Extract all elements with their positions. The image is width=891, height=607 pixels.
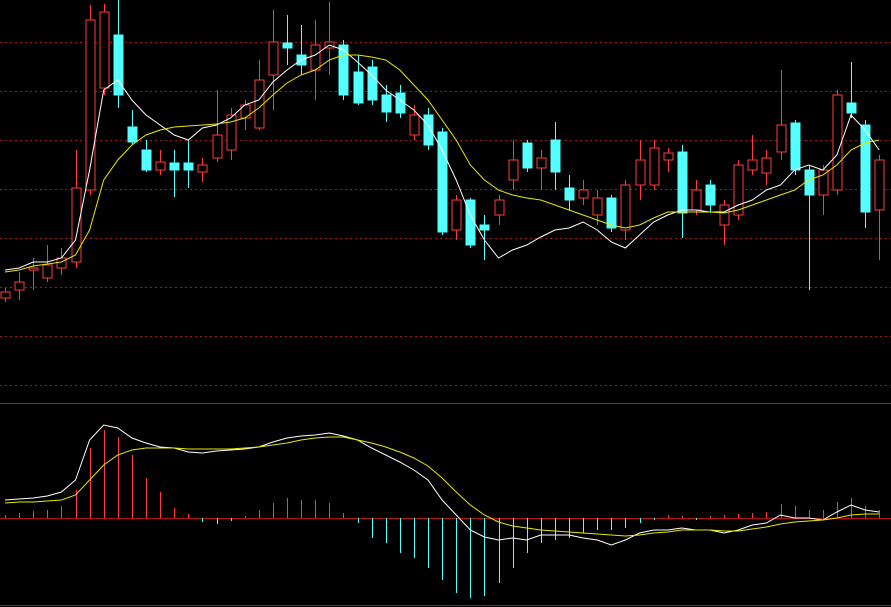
candle-body [832, 94, 843, 191]
candle-body [183, 162, 194, 171]
candle-body [353, 71, 364, 104]
candle-body [592, 197, 603, 216]
candle-body [42, 264, 53, 279]
candle-body [197, 164, 208, 173]
candle-body [310, 44, 321, 71]
candle-body [268, 41, 279, 76]
candle-body [451, 199, 462, 231]
candle-body [56, 257, 67, 269]
indicator-line [4, 44, 880, 271]
candle-body [28, 267, 39, 271]
candle-body [846, 102, 857, 114]
candle-body [14, 281, 25, 291]
candle-body [860, 124, 871, 213]
candle-body [127, 126, 138, 143]
candle-body [282, 42, 293, 49]
candle-body [338, 44, 349, 96]
candle-body [578, 189, 589, 199]
candle-body [226, 114, 237, 151]
candle-body [85, 19, 96, 191]
candle-body [141, 149, 152, 171]
candle-body [663, 152, 674, 161]
candle-body [381, 94, 392, 113]
candle-body [776, 124, 787, 153]
candle-body [71, 187, 82, 263]
candle-body [874, 159, 885, 211]
candle-body [635, 159, 646, 186]
candle-body [677, 151, 688, 214]
candle-body [649, 147, 660, 186]
candle-body [494, 199, 505, 216]
candle-body [113, 34, 124, 96]
candle-body [437, 131, 448, 233]
indicator-line [4, 54, 880, 273]
candle-body [395, 92, 406, 114]
candle-body [719, 204, 730, 226]
candle-body [747, 159, 758, 171]
candle-body [367, 66, 378, 101]
candle-body [790, 122, 801, 171]
candle-body [733, 164, 744, 216]
candle-body [691, 189, 702, 211]
candle-body [0, 291, 11, 299]
candle-body [550, 139, 561, 173]
candle-body [155, 161, 166, 171]
indicator-line [4, 436, 880, 537]
candle-body [564, 187, 575, 201]
candle-body [818, 169, 829, 196]
candle-body [479, 224, 490, 231]
candle-body [423, 114, 434, 146]
candle-body [705, 184, 716, 206]
candle-body [212, 134, 223, 159]
candle-body [99, 11, 110, 89]
candle-body [508, 159, 519, 181]
candle-body [620, 184, 631, 231]
candle-body [804, 169, 815, 196]
candle-body [536, 157, 547, 169]
candle-body [606, 197, 617, 229]
candle-body [522, 142, 533, 169]
candle-body [761, 157, 772, 174]
candle-body [169, 162, 180, 171]
candle-body [254, 79, 265, 129]
candle-body [409, 114, 420, 136]
